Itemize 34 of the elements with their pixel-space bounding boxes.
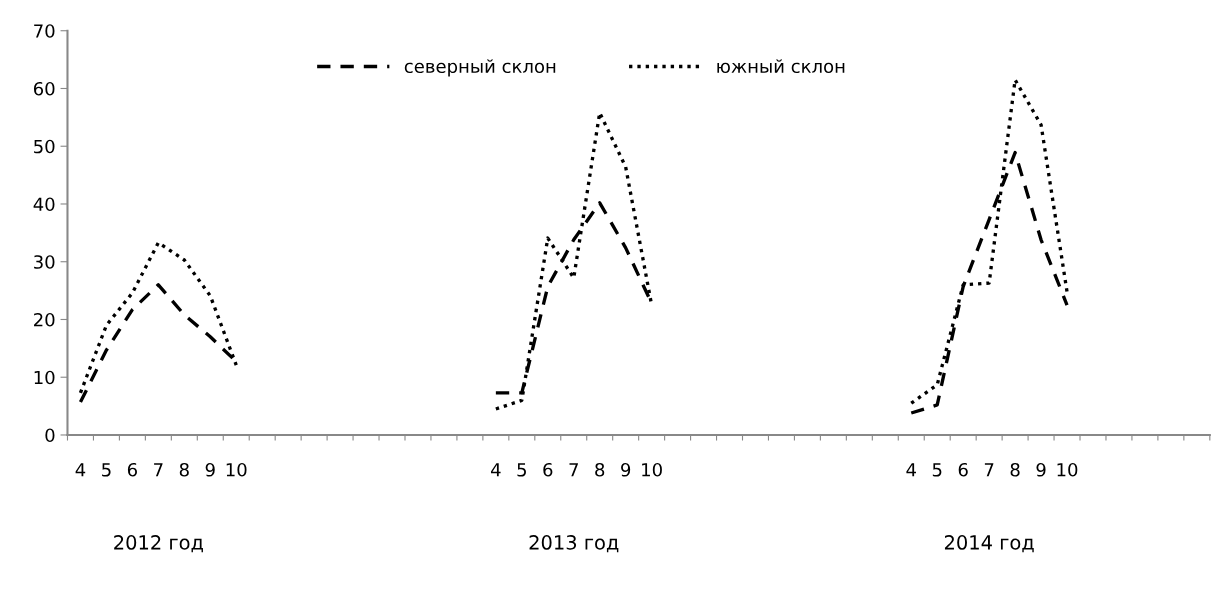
x-tick-label: 6 [127,462,137,477]
x-tick-label: 9 [205,462,215,477]
x-tick-label: 4 [75,463,86,477]
y-tick-label: 0 [45,428,55,443]
x-tick-label: 9 [621,462,631,477]
legend-label: южный склон [717,59,845,74]
x-tick-label: 10 [226,462,247,477]
x-tick-label: 4 [906,463,916,477]
x-tick-label: 5 [102,463,111,477]
x-tick-label: 4 [491,463,501,477]
legend-label: северный склон [404,59,556,77]
x-tick-label: 9 [1036,462,1046,477]
x-tick-label: 7 [154,463,163,477]
x-tick-label: 7 [984,463,994,477]
x-tick-label: 5 [932,463,942,477]
y-tick-label: 50 [34,139,55,154]
y-tick-label: 20 [34,312,55,327]
x-tick-label: 6 [958,462,968,477]
text: 2014 год [944,535,1034,553]
y-tick-label: 60 [33,81,55,96]
text: 2013 год [529,535,619,553]
x-tick-label: 10 [642,462,662,477]
y-tick-label: 40 [33,197,55,212]
text: 2012 год [114,535,203,553]
x-tick-label: 6 [543,462,553,477]
y-tick-label: 10 [34,370,55,385]
y-tick-label: 70 [34,24,55,38]
x-tick-label: 8 [179,462,189,477]
x-tick-label: 10 [1057,462,1078,477]
x-tick-label: 8 [595,462,605,477]
x-tick-label: 7 [569,463,578,477]
x-tick-label: 8 [1010,462,1020,477]
x-tick-label: 5 [517,463,526,477]
y-tick-label: 30 [34,255,55,269]
